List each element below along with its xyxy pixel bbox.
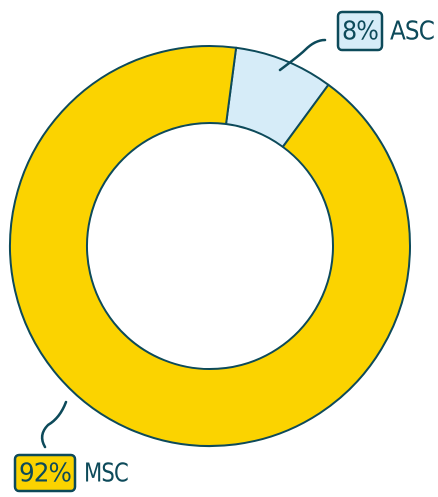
leader-line [40, 400, 68, 449]
category-label: MSC [84, 459, 128, 489]
wedge [9, 45, 411, 447]
label-box [13, 453, 77, 493]
label-box [336, 10, 384, 52]
value-label: 92% [19, 459, 71, 489]
donut [9, 45, 411, 447]
value-label: 8% [342, 17, 378, 47]
leader-line [278, 38, 327, 72]
category-label: ASC [390, 17, 434, 47]
labels: 8% ASC 92% MSC [13, 10, 435, 493]
